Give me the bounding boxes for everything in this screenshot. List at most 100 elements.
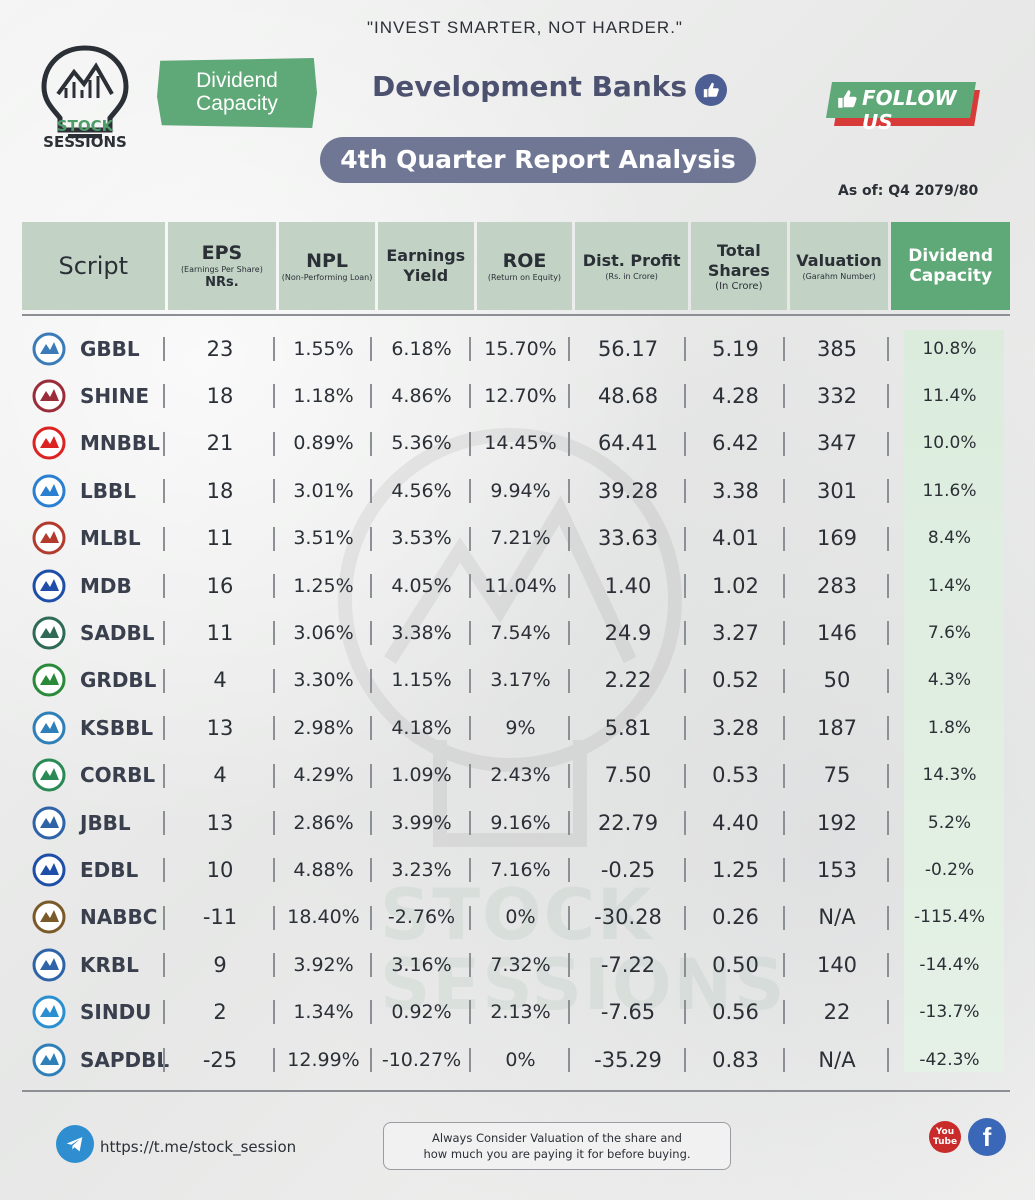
cell-ey: 6.18% <box>372 325 471 372</box>
table-row: GBBL 23 1.55% 6.18% 15.70% 56.17 5.19 385 10.8% <box>22 325 1010 372</box>
script-name: MLBL <box>80 526 141 551</box>
cell-ey: 1.15% <box>372 657 471 704</box>
cell-roe: 7.16% <box>471 846 570 893</box>
cell-dp: 1.40 <box>570 562 686 609</box>
bank-logo-icon <box>32 806 66 840</box>
dividend-column-highlight <box>904 330 1004 1072</box>
bank-logo-icon <box>32 663 66 697</box>
cell-val: 192 <box>785 799 889 846</box>
script-name: GBBL <box>80 336 140 361</box>
cell-dp: 7.50 <box>570 752 686 799</box>
cell-dp: -7.22 <box>570 941 686 988</box>
script-name: SHINE <box>80 384 149 409</box>
cell-roe: 9% <box>471 704 570 751</box>
cell-ey: 5.36% <box>372 420 471 467</box>
cell-dc: -13.7% <box>919 1002 980 1023</box>
cell-roe: 9.16% <box>471 799 570 846</box>
cell-dc: 4.3% <box>927 670 972 691</box>
bank-logo-icon <box>32 995 66 1029</box>
cell-ts: 0.56 <box>686 988 785 1035</box>
cell-val: 50 <box>785 657 889 704</box>
cell-script: SAPDBL <box>22 1036 169 1083</box>
cell-script: JBBL <box>22 799 165 846</box>
cell-ey: -2.76% <box>372 894 471 941</box>
cell-eps: 10 <box>165 846 275 893</box>
cell-npl: 1.34% <box>275 988 372 1035</box>
cell-roe: 3.17% <box>471 657 570 704</box>
bank-logo-icon <box>32 758 66 792</box>
cell-script: LBBL <box>22 467 165 514</box>
cell-dp: 39.28 <box>570 467 686 514</box>
dividend-capacity-badge: Dividend Capacity <box>157 58 317 128</box>
cell-script: MNBBL <box>22 420 165 467</box>
cell-dc: 5.2% <box>927 812 972 833</box>
cell-ts: 0.53 <box>686 752 785 799</box>
telegram-icon[interactable] <box>56 1125 94 1163</box>
cell-dp: -30.28 <box>570 894 686 941</box>
thumbs-up-icon[interactable] <box>695 74 727 106</box>
cell-dc: -14.4% <box>919 954 980 975</box>
cell-dp: 48.68 <box>570 372 686 419</box>
cell-dp: 22.79 <box>570 799 686 846</box>
cell-script: GRDBL <box>22 657 165 704</box>
cell-dp: -7.65 <box>570 988 686 1035</box>
cell-ts: 0.26 <box>686 894 785 941</box>
cell-script: SINDU <box>22 988 165 1035</box>
cell-dc: 7.6% <box>927 623 972 644</box>
col-header-dist-profit: Dist. Profit (Rs. in Crore) <box>575 222 688 310</box>
telegram-link[interactable]: https://t.me/stock_session <box>100 1138 297 1156</box>
cell-dc: -42.3% <box>919 1049 980 1070</box>
col-header-total-shares: Total Shares (In Crore) <box>690 222 787 310</box>
col-header-dividend-capacity: Dividend Capacity <box>891 222 1010 310</box>
cell-npl: 3.01% <box>275 467 372 514</box>
brand-name: STOCK SESSIONS <box>43 117 127 151</box>
cell-script: NABBC <box>22 894 165 941</box>
script-name: SINDU <box>80 1000 152 1025</box>
col-header-roe: ROE (Return on Equity) <box>476 222 573 310</box>
bank-logo-icon <box>32 948 66 982</box>
col-header-npl: NPL (Non-Performing Loan) <box>279 222 375 310</box>
table-row: SHINE 18 1.18% 4.86% 12.70% 48.68 4.28 332 11.4% <box>22 372 1010 419</box>
youtube-icon[interactable]: You Tube <box>929 1121 961 1153</box>
cell-ts: 1.25 <box>686 846 785 893</box>
cell-val: N/A <box>785 1036 889 1083</box>
facebook-icon[interactable]: f <box>968 1118 1006 1156</box>
cell-ey: 4.18% <box>372 704 471 751</box>
cell-npl: 3.51% <box>275 515 372 562</box>
cell-dc: 10.8% <box>922 338 977 359</box>
table-header: Script EPS (Earnings Per Share) NRs. NPL… <box>22 222 1010 310</box>
cell-script: SHINE <box>22 372 165 419</box>
stock-sessions-logo-icon <box>41 45 129 138</box>
bank-logo-icon <box>32 711 66 745</box>
cell-ey: 3.38% <box>372 609 471 656</box>
follow-us-button[interactable]: FOLLOW US <box>826 82 980 134</box>
cell-eps: 2 <box>165 988 275 1035</box>
cell-roe: 9.94% <box>471 467 570 514</box>
cell-eps: 16 <box>165 562 275 609</box>
cell-roe: 7.21% <box>471 515 570 562</box>
cell-script: CORBL <box>22 752 165 799</box>
table-row: KSBBL 13 2.98% 4.18% 9% 5.81 3.28 187 1.8% <box>22 704 1010 751</box>
cell-script: KSBBL <box>22 704 165 751</box>
script-name: GRDBL <box>80 668 157 693</box>
cell-dc: 14.3% <box>922 765 977 786</box>
cell-val: 169 <box>785 515 889 562</box>
script-name: KRBL <box>80 952 139 977</box>
advice-note: Always Consider Valuation of the share a… <box>383 1122 731 1170</box>
cell-npl: 3.92% <box>275 941 372 988</box>
cell-dp: 33.63 <box>570 515 686 562</box>
footer-divider <box>22 1090 1010 1092</box>
cell-dc: 11.6% <box>922 480 977 501</box>
cell-ts: 6.42 <box>686 420 785 467</box>
cell-roe: 2.43% <box>471 752 570 799</box>
cell-dp: 2.22 <box>570 657 686 704</box>
script-name: KSBBL <box>80 715 154 740</box>
cell-npl: 18.40% <box>275 894 372 941</box>
cell-npl: 0.89% <box>275 420 372 467</box>
cell-npl: 2.86% <box>275 799 372 846</box>
page-title: Development Banks <box>372 70 688 103</box>
table-row: SINDU 2 1.34% 0.92% 2.13% -7.65 0.56 22 -13.7% <box>22 988 1010 1035</box>
script-name: MDB <box>80 573 132 598</box>
cell-roe: 7.54% <box>471 609 570 656</box>
